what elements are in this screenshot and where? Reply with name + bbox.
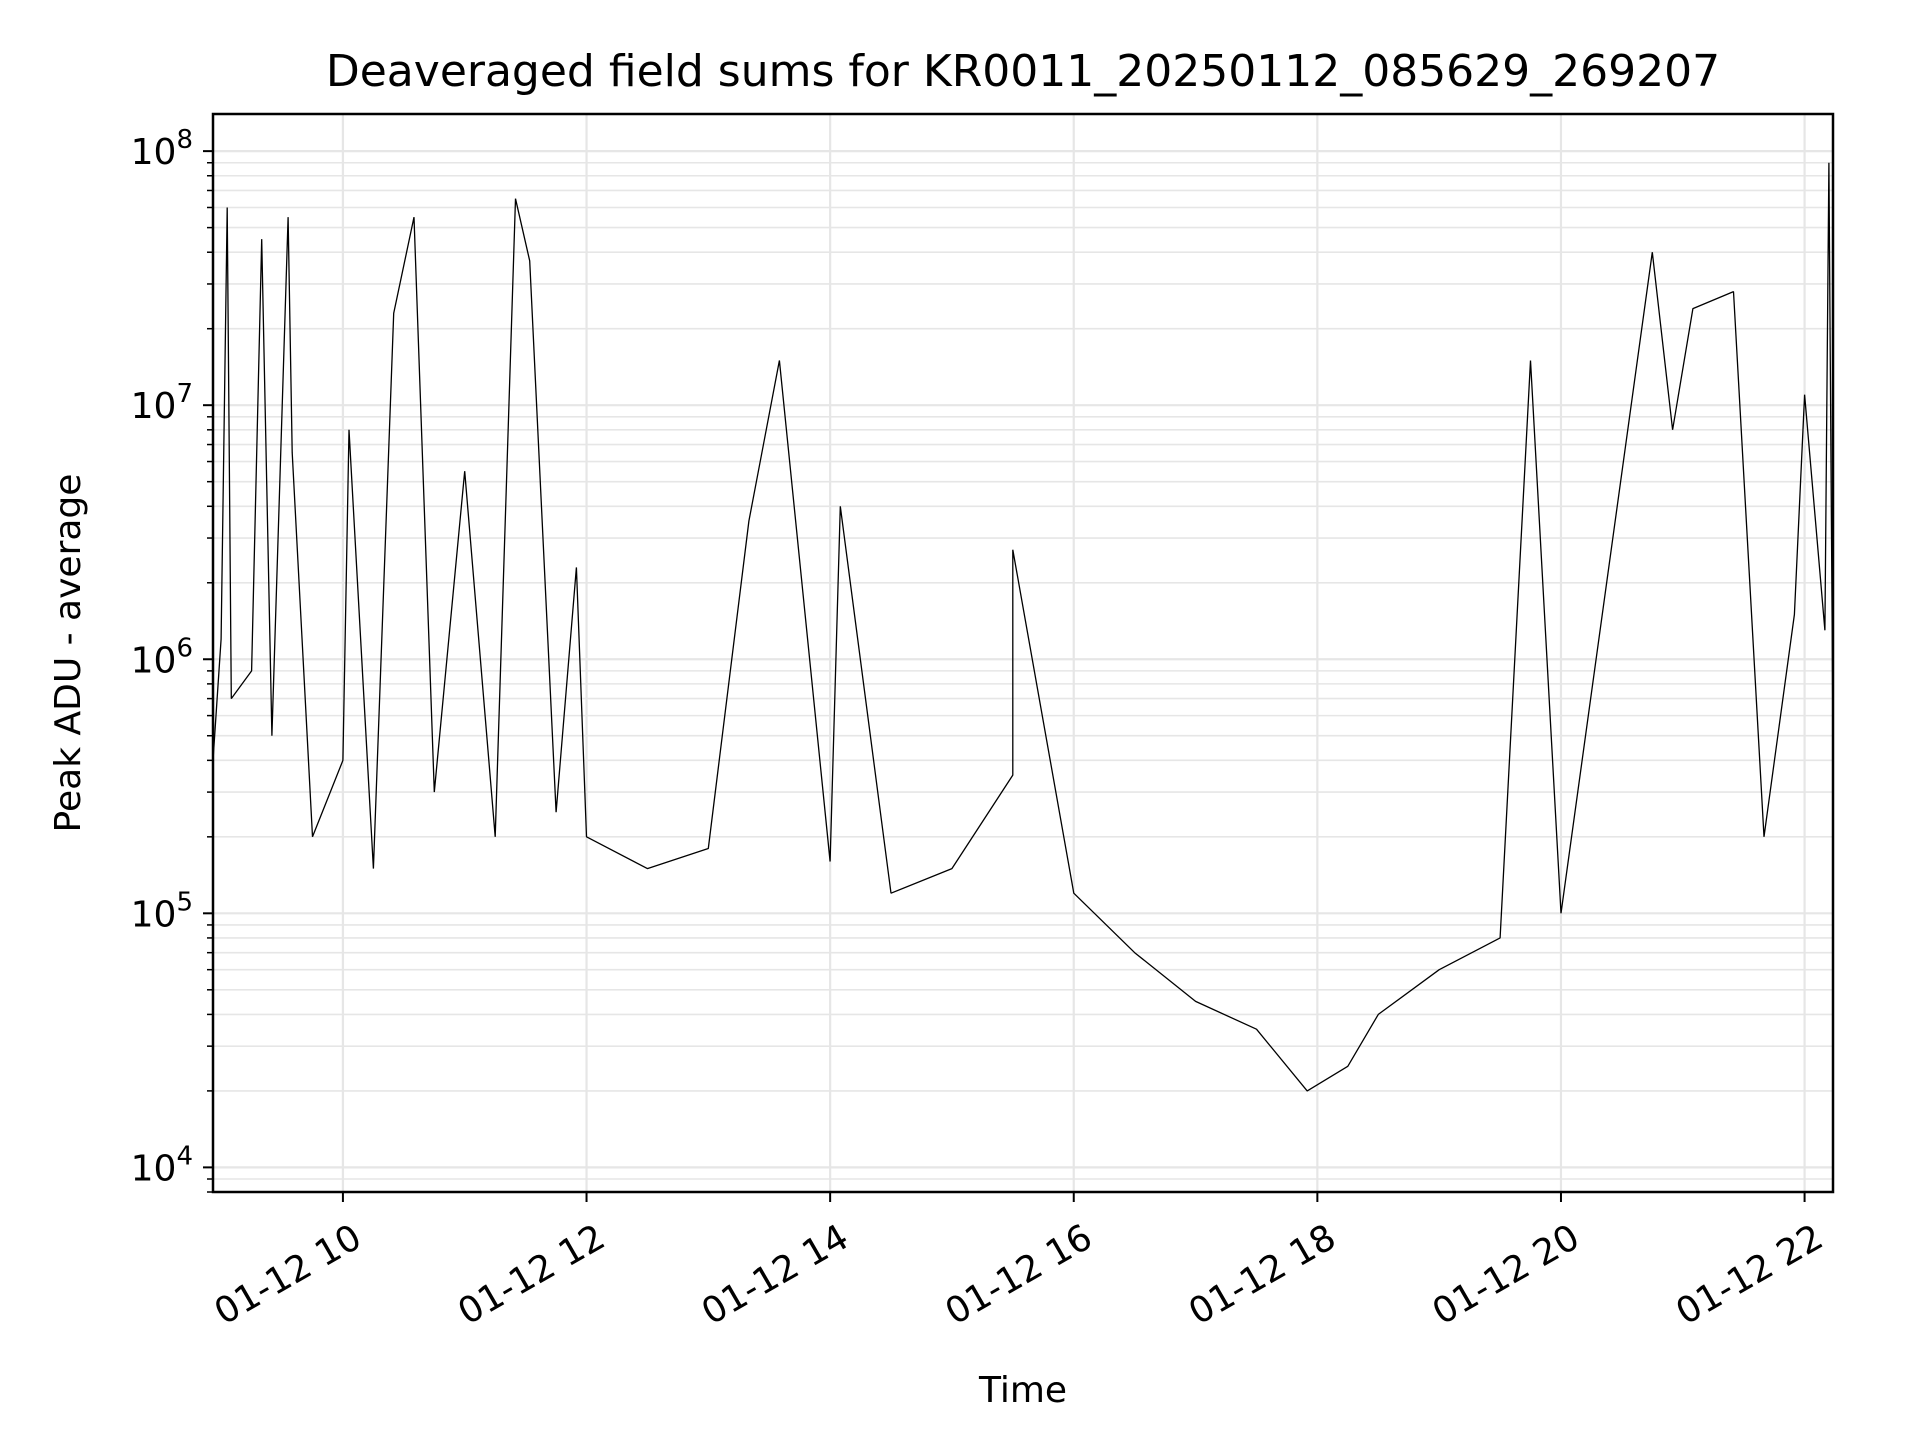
y-axis-label: Peak ADU - average	[48, 474, 89, 833]
y-tick-label: 106	[131, 633, 193, 681]
grid	[213, 114, 1833, 1193]
plot-area	[213, 162, 1833, 1092]
y-axis: 104 105 106 107 108	[131, 125, 213, 1193]
x-axis-label: Time	[978, 1370, 1067, 1411]
plot-frame	[211, 112, 1835, 1194]
y-tick-label: 104	[131, 1141, 193, 1189]
y-tick-label: 107	[131, 379, 193, 427]
chart-title: Deaveraged field sums for KR0011_2025011…	[326, 46, 1720, 97]
series-line	[213, 162, 1833, 1092]
y-tick-label: 108	[131, 125, 193, 173]
y-tick-label: 105	[131, 887, 193, 935]
